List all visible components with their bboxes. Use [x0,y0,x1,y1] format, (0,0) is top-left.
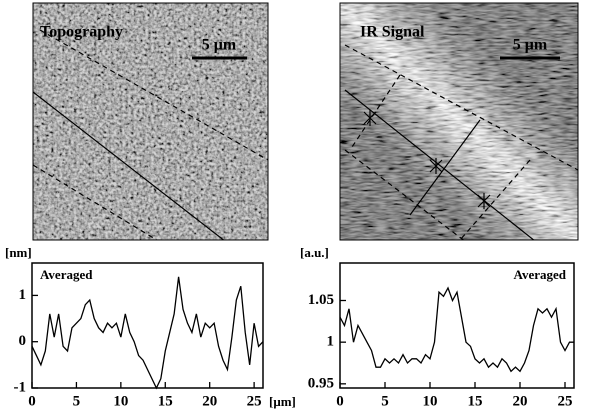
y-tick-label: 1.05 [308,292,334,308]
x-tick-label: 15 [158,393,173,409]
image-title: Topography [40,24,123,41]
x-tick-label: 25 [247,393,262,409]
x-axis-label: [μm] [269,394,296,409]
x-tick-label: 0 [28,393,36,409]
scale-bar-label: 5 μm [202,37,237,54]
scale-bar-label: 5 μm [513,37,548,54]
x-tick-label: 20 [513,393,528,409]
data-line [339,286,574,373]
y-tick-label: 0.95 [308,375,334,391]
annotation: Averaged [40,267,93,282]
x-tick-label: 10 [423,393,438,409]
y-axis-label: [a.u.] [300,245,329,260]
x-tick-label: 20 [202,393,217,409]
topography-image: Topography 5 μm [32,2,269,241]
y-tick-label: -1 [14,379,27,395]
plot-frame [31,262,264,389]
image-title: IR Signal [360,24,425,41]
x-tick-label: 5 [381,393,389,409]
x-tick-label: 5 [73,393,81,409]
x-tick-label: 15 [468,393,483,409]
y-tick-label: 1 [19,287,27,303]
data-line [31,276,264,390]
x-tick-label: 0 [336,393,344,409]
plot-frame [339,262,575,389]
annotation: Averaged [514,267,567,282]
ir-image: IR Signal 5 μm [339,2,579,241]
x-tick-label: 10 [113,393,128,409]
y-axis-label: [nm] [5,245,32,260]
x-tick-label: 25 [558,393,573,409]
y-tick-label: 0 [19,333,27,349]
y-tick-label: 1 [327,334,335,350]
